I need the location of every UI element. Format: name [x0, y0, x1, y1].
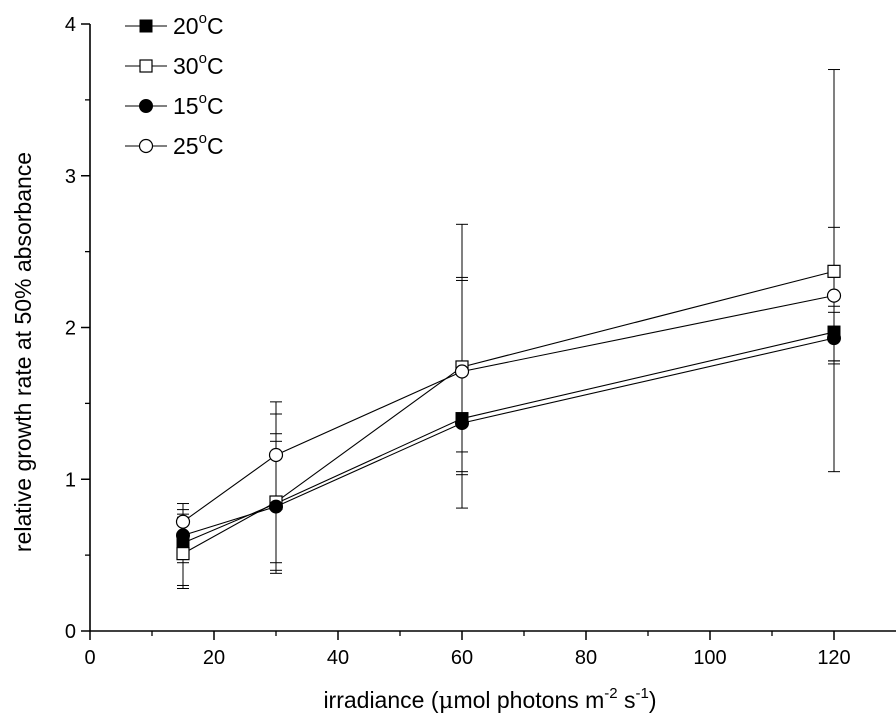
x-title-space: s — [618, 687, 636, 713]
series-line — [182, 295, 835, 523]
legend-label: 25oC — [173, 130, 224, 159]
x-tick-label: 100 — [693, 647, 726, 669]
legend-label: 20oC — [173, 10, 224, 39]
legend-marker — [139, 99, 153, 113]
x-title-exp2: -1 — [636, 685, 649, 702]
legend-item: 30oC — [125, 50, 224, 79]
data-point — [269, 499, 283, 514]
data-point — [827, 331, 841, 346]
y-axis-ticks: 0 1 2 3 4 — [65, 14, 90, 643]
data-point — [826, 288, 842, 303]
y-tick-label: 0 — [65, 621, 76, 643]
x-title-prefix: irradiance ( — [323, 687, 438, 713]
x-tick-label: 40 — [327, 647, 349, 669]
data-point — [454, 364, 470, 379]
x-tick-label: 60 — [451, 647, 473, 669]
legend-label: 15oC — [173, 90, 224, 119]
x-tick-label: 120 — [817, 647, 850, 669]
legend-item: 20oC — [125, 10, 224, 39]
series-line — [182, 270, 835, 555]
series-line — [182, 331, 835, 544]
x-axis-title: irradiance (μmol photons m-2 s-1) — [323, 685, 656, 714]
x-title-mu: μ — [438, 688, 453, 714]
series-markers-15 — [176, 331, 841, 543]
data-point — [268, 447, 284, 463]
y-tick-label: 1 — [65, 469, 76, 491]
legend-marker — [138, 138, 154, 154]
series-line — [182, 337, 835, 536]
data-point — [175, 514, 191, 529]
data-point — [827, 264, 841, 278]
x-title-suffix: ) — [649, 687, 657, 713]
data-point — [176, 547, 190, 561]
series-layer — [175, 69, 842, 590]
x-tick-label: 0 — [84, 647, 95, 669]
legend-item: 25oC — [125, 130, 224, 159]
legend-marker — [139, 59, 153, 73]
legend-label: 30oC — [173, 50, 224, 79]
plot-area: 0 20 40 60 80 100 120 0 1 2 3 4 — [65, 14, 896, 669]
x-title-middle: mol photons m — [453, 687, 604, 713]
y-tick-label: 3 — [65, 166, 76, 188]
x-tick-label: 20 — [203, 647, 225, 669]
x-axis-ticks: 0 20 40 60 80 100 120 — [84, 631, 851, 669]
y-tick-label: 4 — [65, 14, 76, 36]
y-axis-title: relative growth rate at 50% absorbance — [10, 152, 36, 552]
legend-marker — [139, 19, 153, 33]
legend: 20oC 30oC 15oC 25oC — [125, 10, 224, 159]
series-markers-25 — [175, 288, 842, 529]
y-tick-label: 2 — [65, 318, 76, 340]
x-title-exp1: -2 — [604, 685, 617, 702]
legend-item: 15oC — [125, 90, 224, 119]
data-point — [455, 416, 469, 431]
data-point — [176, 528, 190, 543]
x-tick-label: 80 — [575, 647, 597, 669]
